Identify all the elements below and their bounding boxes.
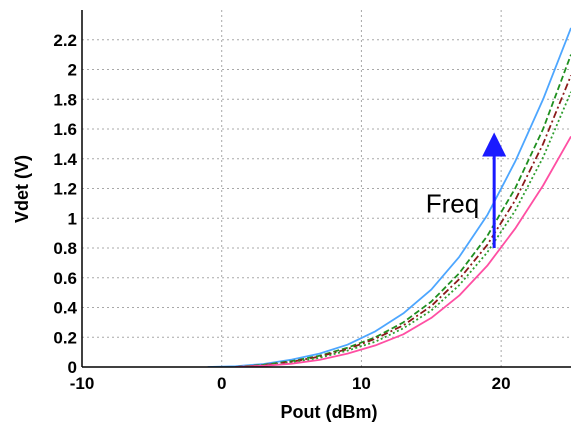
- y-tick-label-10: 2: [68, 61, 77, 80]
- y-tick-label-7: 1.4: [53, 150, 77, 169]
- x-tick-label-3: 20: [492, 374, 511, 393]
- annotation: Freq: [426, 132, 507, 248]
- y-tick-label-4: 0.8: [53, 239, 77, 258]
- y-tick-label-6: 1.2: [53, 180, 77, 199]
- y-tick-label-11: 2.2: [53, 31, 77, 50]
- y-tick-label-5: 1: [68, 209, 77, 228]
- y-tick-label-1: 0.2: [53, 328, 77, 347]
- x-tick-label-0: -10: [70, 374, 95, 393]
- x-tick-label-2: 10: [352, 374, 371, 393]
- x-axis-label: Pout (dBm): [281, 402, 378, 422]
- grid-lines: [82, 10, 571, 367]
- y-tick-label-2: 0.4: [53, 299, 77, 318]
- series-line-3: [235, 75, 571, 367]
- y-tick-label-3: 0.6: [53, 269, 77, 288]
- y-tick-label-0: 0: [68, 358, 77, 377]
- x-tick-label-1: 0: [217, 374, 226, 393]
- series-layer: [207, 27, 571, 367]
- series-line-1: [207, 27, 571, 367]
- axes: [81, 10, 571, 368]
- y-tick-label-9: 1.8: [53, 90, 77, 109]
- series-line-4: [235, 91, 571, 367]
- y-axis-label: Vdet (V): [12, 155, 32, 223]
- series-line-5: [235, 135, 571, 367]
- y-tick-label-8: 1.6: [53, 120, 77, 139]
- freq-annotation-label: Freq: [426, 188, 479, 218]
